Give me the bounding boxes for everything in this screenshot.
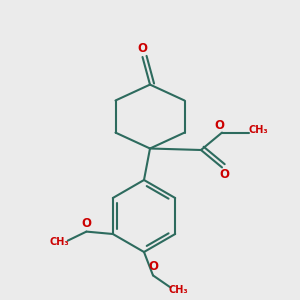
Text: O: O — [148, 260, 158, 273]
Text: CH₃: CH₃ — [169, 285, 189, 296]
Text: CH₃: CH₃ — [49, 237, 69, 247]
Text: CH₃: CH₃ — [248, 125, 268, 135]
Text: O: O — [219, 168, 230, 182]
Text: O: O — [137, 42, 148, 55]
Text: O: O — [214, 118, 225, 132]
Text: O: O — [81, 217, 92, 230]
